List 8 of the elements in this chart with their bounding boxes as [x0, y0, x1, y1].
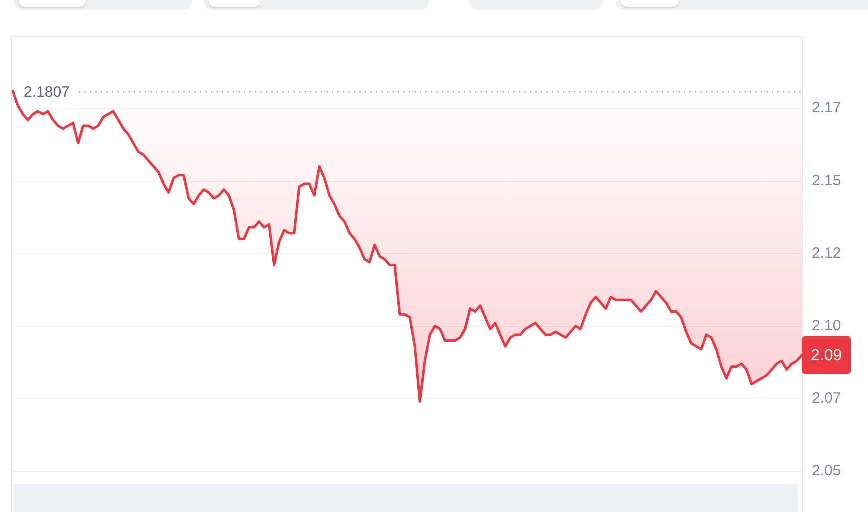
y-tick-label: 2.15	[812, 172, 842, 190]
text: 2.09	[811, 348, 842, 365]
ref-line-label: 2.1807	[24, 84, 70, 102]
y-tick-label: 2.17	[812, 100, 842, 117]
y-tick-label: 2.10	[812, 317, 842, 334]
y-tick-label: 2.05	[812, 462, 842, 480]
y-tick-label: 2.12	[812, 244, 842, 262]
y-tick-label: 2.07	[812, 390, 842, 407]
